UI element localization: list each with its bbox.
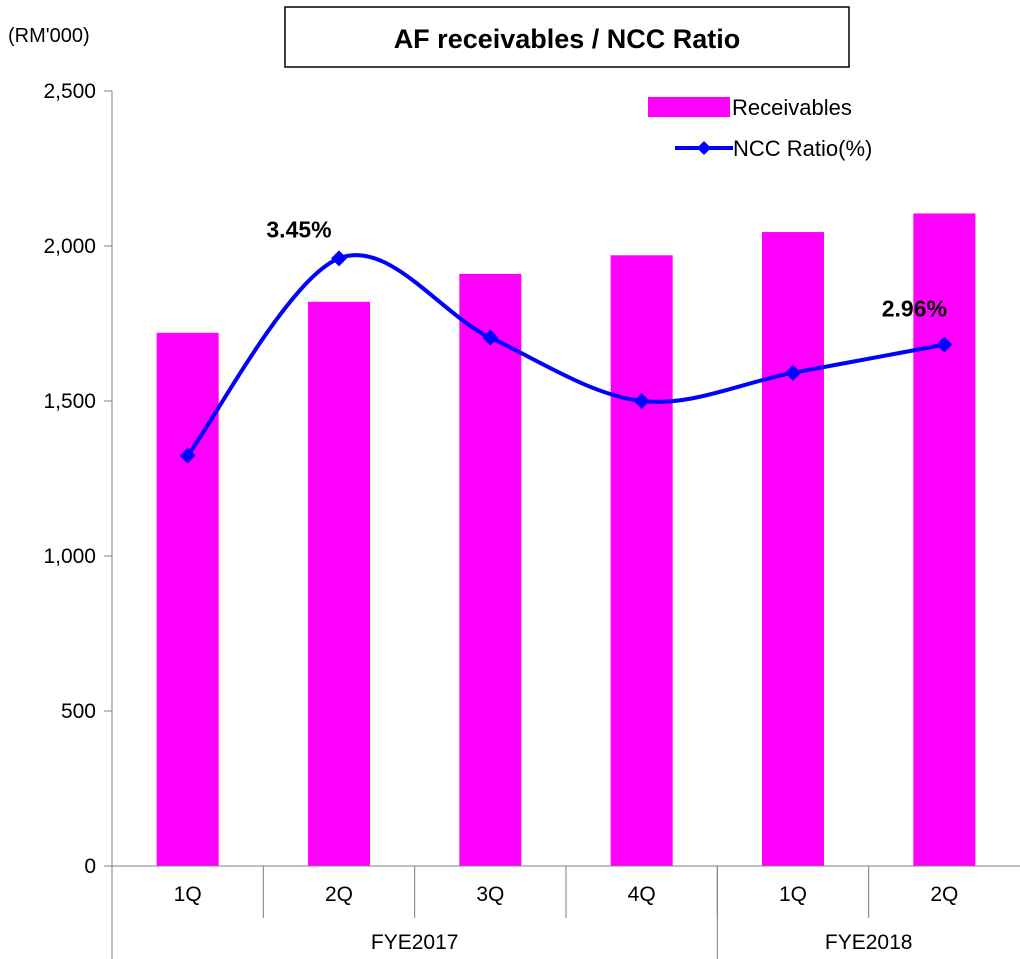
ncc-ratio-point-6 — [936, 336, 953, 353]
unit-label: (RM'000) — [8, 25, 90, 47]
bar-1 — [156, 332, 219, 866]
y-tick-label: 1,500 — [43, 390, 96, 413]
y-tick-label: 0 — [84, 855, 96, 878]
ncc-ratio-point-1 — [179, 447, 196, 464]
x-tick-label: 2Q — [325, 883, 353, 906]
chart-title: AF receivables / NCC Ratio — [394, 24, 741, 54]
ncc-ratio-data-label: 2.96% — [882, 296, 947, 322]
title-box — [284, 6, 850, 68]
bar-6 — [913, 213, 976, 866]
y-tick-label: 1,000 — [43, 545, 96, 568]
bar-series — [156, 213, 976, 867]
axes: 0 500 1,000 1,500 2,000 2,500 1Q 2Q 3Q 4Q 1Q 2Q FYE2… — [43, 80, 1020, 959]
x-tick-label: 4Q — [628, 883, 656, 906]
y-tick-label: 2,000 — [43, 235, 96, 258]
ncc-ratio-point-3 — [482, 329, 499, 346]
bar-2 — [307, 301, 371, 866]
ncc-ratio-point-2 — [331, 250, 347, 267]
bar-4 — [610, 255, 673, 867]
y-tick-label: 2,500 — [43, 80, 96, 103]
line-series — [179, 250, 953, 464]
ncc-ratio-point-4 — [633, 393, 650, 409]
ncc-ratio-point-5 — [785, 364, 801, 381]
x-tick-label: 3Q — [476, 883, 504, 906]
bar-5 — [761, 232, 825, 867]
x-tick-label: 1Q — [174, 883, 202, 906]
group-label: FYE2017 — [371, 931, 459, 954]
legend: Receivables NCC Ratio(%) — [648, 95, 872, 161]
data-labels: 3.45% 2.96% — [266, 216, 947, 321]
bar-3 — [459, 273, 522, 866]
legend-marker-ncc-ratio — [697, 141, 711, 155]
ncc-ratio-data-label: 3.45% — [266, 216, 331, 242]
legend-swatch-receivables — [648, 97, 730, 117]
x-tick-label: 2Q — [930, 883, 958, 906]
legend-label-receivables: Receivables — [732, 95, 852, 120]
y-tick-label: 500 — [61, 700, 96, 723]
group-label: FYE2018 — [825, 931, 913, 954]
x-tick-label: 1Q — [779, 883, 807, 906]
legend-label-ncc-ratio: NCC Ratio(%) — [733, 136, 872, 161]
